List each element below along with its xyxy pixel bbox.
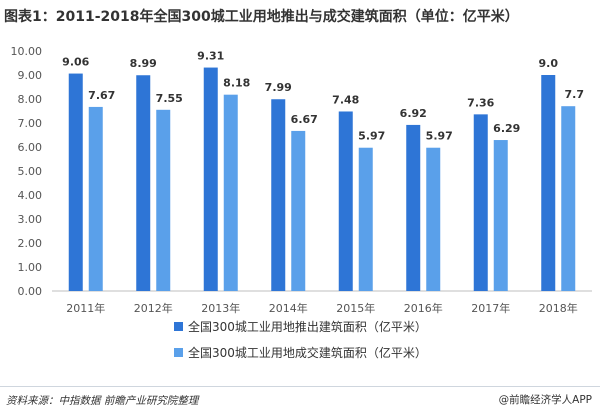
x-tick-label: 2012年 (134, 301, 173, 315)
data-label: 7.48 (332, 93, 359, 106)
data-label: 8.99 (130, 57, 157, 70)
legend-label-series-1: 全国300城工业用地推出建筑面积（亿平米） (188, 319, 427, 334)
x-tick-label: 2014年 (269, 301, 308, 315)
y-tick-label: 1.00 (18, 261, 43, 274)
data-label: 5.97 (426, 130, 453, 143)
y-tick-label: 5.00 (18, 165, 43, 178)
footer: 资料来源：中指数据 前瞻产业研究院整理 @前瞻经济学人APP (0, 386, 600, 412)
bar-series-2 (156, 109, 171, 291)
data-label: 6.29 (493, 122, 520, 135)
bar-series-2 (493, 140, 508, 291)
bar-series-1 (473, 114, 488, 291)
y-tick-label: 8.00 (18, 93, 43, 106)
bar-series-2 (291, 130, 306, 291)
bar-chart: 0.00 1.00 2.00 3.00 4.00 5.00 6.00 7.00 8.00 9.00… (11, 45, 592, 360)
data-label: 5.97 (358, 130, 385, 143)
legend-label-series-2: 全国300城工业用地成交建筑面积（亿平米） (188, 345, 427, 360)
x-tick-label: 2015年 (336, 301, 375, 315)
data-label: 6.67 (291, 113, 318, 126)
bar-series-1 (136, 75, 151, 292)
y-tick-label: 2.00 (18, 237, 43, 250)
bar-series-1 (338, 111, 353, 291)
data-label: 8.18 (223, 77, 250, 90)
brand-watermark: @前瞻经济学人APP (498, 394, 592, 406)
legend-swatch-series-2 (174, 348, 183, 357)
data-label: 7.67 (88, 89, 115, 102)
bar-series-1 (406, 124, 421, 291)
data-label: 7.99 (265, 81, 292, 94)
data-label: 7.7 (565, 88, 585, 101)
y-tick-label: 3.00 (18, 213, 43, 226)
x-tick-label: 2016年 (404, 301, 443, 315)
x-tick-label: 2011年 (66, 301, 105, 315)
x-tick-label: 2013年 (201, 301, 240, 315)
bar-series-1 (68, 73, 83, 291)
y-tick-label: 7.00 (18, 117, 43, 130)
y-tick-label: 4.00 (18, 189, 43, 202)
x-tick-label: 2017年 (471, 301, 510, 315)
chart-title: 图表1：2011-2018年全国300城工业用地推出与成交建筑面积（单位：亿平米… (4, 9, 519, 25)
data-label: 9.06 (62, 56, 89, 69)
bar-series-1 (203, 67, 218, 291)
y-tick-label: 0.00 (18, 285, 43, 298)
x-tick-label: 2018年 (539, 301, 578, 315)
legend-swatch-series-1 (174, 322, 183, 331)
data-label: 9.31 (197, 50, 224, 63)
bar-series-2 (426, 147, 441, 291)
bar-series-2 (223, 94, 238, 292)
data-label: 6.92 (400, 107, 427, 120)
y-tick-label: 6.00 (18, 141, 43, 154)
data-label: 7.55 (156, 92, 183, 105)
bar-series-1 (541, 75, 556, 291)
data-label: 9.0 (539, 57, 559, 70)
y-tick-label: 10.00 (11, 45, 43, 58)
source-note: 资料来源：中指数据 前瞻产业研究院整理 (6, 395, 199, 407)
bar-series-2 (358, 147, 373, 291)
y-tick-label: 9.00 (18, 69, 43, 82)
bar-series-1 (271, 99, 286, 292)
bar-series-2 (88, 106, 103, 291)
bar-series-2 (561, 106, 576, 291)
data-label: 7.36 (467, 96, 494, 109)
